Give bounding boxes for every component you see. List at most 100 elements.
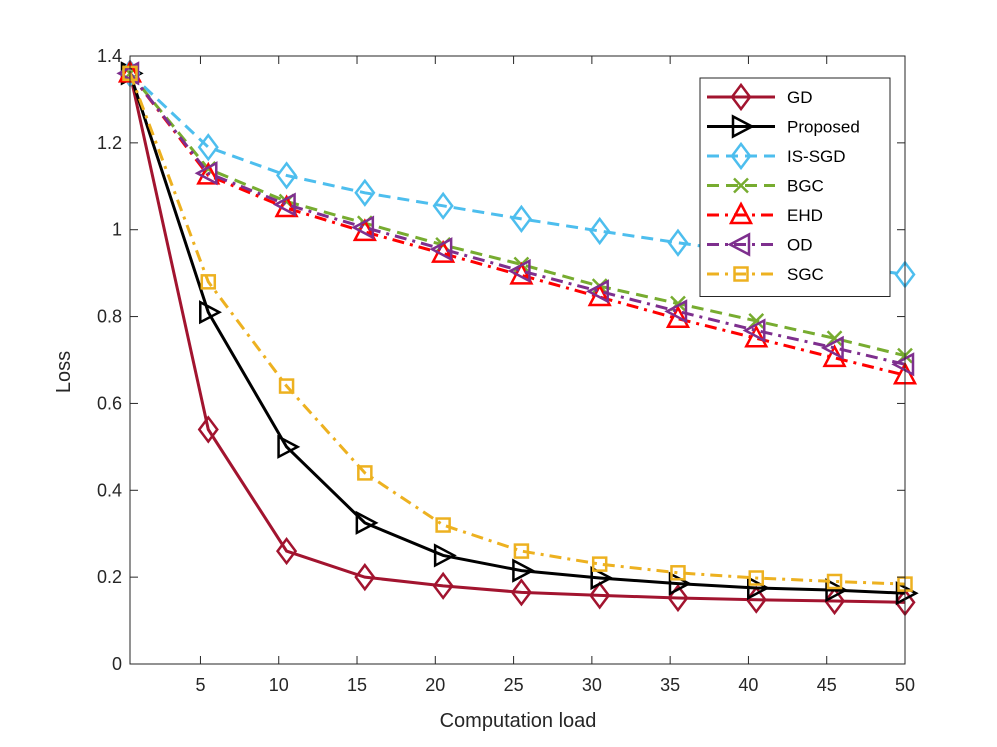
data-point-is-sgd [354, 178, 376, 207]
legend-label: GD [787, 88, 813, 107]
series-line-bgc [128, 72, 906, 358]
legend-marker [730, 82, 752, 112]
y-tick-label: 1.2 [97, 133, 122, 153]
legend-item-ehd: EHD [707, 201, 823, 225]
legend: GD Proposed IS-SGD BGC EHD OD SGC [699, 77, 891, 297]
data-point-proposed [277, 434, 301, 459]
legend-label: Proposed [787, 118, 860, 137]
data-point-gd [276, 537, 298, 566]
x-tick-label: 15 [347, 675, 367, 695]
data-point-proposed [895, 581, 919, 606]
x-tick-label: 30 [582, 675, 602, 695]
data-point-proposed [590, 565, 614, 591]
legend-label: EHD [787, 206, 823, 225]
y-tick-label: 0.8 [97, 307, 122, 327]
data-point-proposed [747, 575, 770, 601]
data-point-sgc [748, 570, 765, 586]
data-point-od [272, 192, 296, 217]
data-point-od [429, 237, 453, 262]
x-tick-label: 20 [425, 675, 445, 695]
data-point-ehd [665, 305, 691, 328]
data-point-is-sgd [432, 191, 454, 220]
series-line-proposed [128, 72, 906, 595]
legend-marker [727, 232, 751, 257]
data-point-sgc [435, 517, 451, 533]
legend-item-sgc: SGC [707, 265, 824, 284]
data-point-is-sgd [667, 228, 689, 257]
legend-marker [728, 201, 754, 225]
data-point-ehd [744, 324, 769, 348]
legend-marker [733, 177, 749, 194]
data-point-proposed [433, 543, 457, 568]
data-point-od [116, 61, 140, 86]
x-tick-label: 5 [195, 675, 205, 695]
x-axis-label: Computation load [440, 710, 597, 732]
data-point-sgc [200, 274, 217, 290]
data-point-sgc [278, 378, 295, 394]
plot-frame [129, 55, 906, 665]
data-point-gd [510, 578, 532, 607]
y-tick-label: 0.6 [97, 393, 122, 413]
y-tick-label: 0.4 [97, 480, 122, 500]
y-tick-label: 1 [112, 220, 122, 240]
legend-marker [730, 141, 752, 171]
legend-marker [733, 266, 749, 282]
legend-box [699, 77, 891, 297]
series-line-gd [128, 73, 906, 604]
data-point-gd [432, 571, 454, 600]
data-point-gd [823, 586, 846, 616]
data-point-bgc [748, 313, 765, 329]
data-point-od [194, 161, 218, 186]
data-point-od [586, 279, 609, 304]
data-point-sgc [513, 543, 530, 559]
data-point-od [664, 299, 688, 324]
legend-item-is-sgd: IS-SGD [707, 141, 846, 171]
data-point-od [742, 318, 766, 343]
data-point-proposed [512, 558, 536, 583]
data-point-gd [589, 581, 611, 610]
x-tick-label: 40 [738, 675, 758, 695]
data-point-od [507, 258, 531, 284]
data-point-od [351, 215, 375, 240]
y-tick-label: 0 [112, 654, 122, 674]
x-tick-label: 10 [269, 675, 289, 695]
legend-item-bgc: BGC [707, 177, 824, 196]
x-tick-label: 25 [504, 675, 524, 695]
legend-item-gd: GD [707, 82, 813, 112]
data-point-proposed [199, 300, 222, 325]
data-point-proposed [825, 578, 849, 603]
y-axis-label: Loss [53, 351, 75, 393]
data-point-od [891, 352, 915, 377]
data-point-proposed [355, 510, 379, 535]
series-od [116, 61, 915, 377]
legend-label: IS-SGD [787, 147, 846, 166]
x-tick-label: 45 [817, 675, 837, 695]
data-point-is-sgd [589, 216, 611, 246]
data-point-is-sgd [276, 161, 298, 190]
legend-label: OD [787, 236, 813, 255]
legend-label: SGC [787, 265, 824, 284]
data-point-sgc [826, 573, 843, 590]
data-point-is-sgd [197, 133, 219, 162]
data-point-bgc [826, 330, 843, 347]
series-layer [116, 59, 919, 617]
data-point-gd [354, 563, 376, 592]
legend-item-od: OD [707, 232, 813, 257]
x-tick-label: 50 [895, 675, 915, 695]
data-point-ehd [196, 161, 221, 185]
legend-label: BGC [787, 177, 824, 196]
x-tick-label: 35 [660, 675, 680, 695]
y-tick-label: 0.2 [97, 567, 122, 587]
axes-layer: 5 10 15 20 25 30 35 40 45 50 0 0.2 0.4 0.6 0.8 1 1.2 1.4 [97, 46, 915, 695]
data-point-sgc [670, 565, 686, 581]
data-point-sgc [591, 556, 608, 572]
y-tick-label: 1.4 [97, 46, 122, 66]
data-point-od [820, 335, 844, 360]
series-line-sgc [128, 72, 906, 586]
data-point-is-sgd [510, 204, 532, 233]
legend-item-proposed: Proposed [707, 114, 860, 139]
data-point-gd [197, 415, 219, 444]
legend-marker [731, 114, 755, 139]
data-point-sgc [357, 465, 373, 481]
